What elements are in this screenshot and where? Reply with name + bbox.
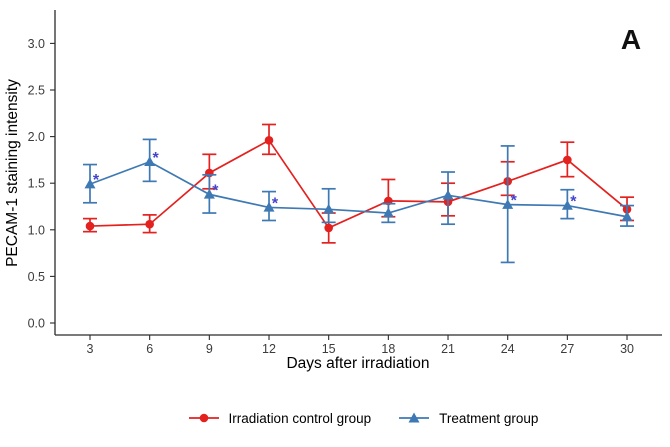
y-tick-label: 2.5 bbox=[28, 84, 45, 98]
legend-key-circle-icon bbox=[188, 413, 219, 423]
significance-star: * bbox=[93, 172, 100, 189]
y-tick-label: 1.0 bbox=[28, 223, 45, 237]
legend-label-treatment-group: Treatment group bbox=[439, 410, 539, 426]
significance-star: * bbox=[212, 182, 219, 199]
x-axis-title: Days after irradiation bbox=[286, 355, 429, 372]
data-point-triangle bbox=[203, 188, 215, 199]
data-point-circle bbox=[145, 219, 154, 229]
significance-star: * bbox=[153, 150, 160, 167]
x-tick-label: 21 bbox=[441, 342, 455, 356]
legend-item-treatment-group: Treatment group bbox=[397, 410, 538, 426]
legend: Irradiation control group Treatment grou… bbox=[55, 403, 670, 433]
x-tick-label: 3 bbox=[87, 342, 94, 356]
data-point-triangle bbox=[502, 199, 514, 209]
data-point-triangle bbox=[323, 203, 335, 214]
x-tick-label: 30 bbox=[620, 342, 634, 356]
data-point-triangle bbox=[442, 189, 454, 200]
panel-letter: A bbox=[621, 24, 641, 55]
y-tick-label: 1.5 bbox=[28, 177, 45, 191]
series-line bbox=[89, 160, 628, 218]
data-point-triangle bbox=[561, 200, 573, 210]
x-tick-label: 6 bbox=[146, 342, 153, 356]
data-point-triangle bbox=[263, 201, 275, 212]
x-tick-label: 24 bbox=[501, 342, 515, 356]
data-point-circle bbox=[85, 221, 95, 231]
data-point-triangle bbox=[621, 211, 633, 221]
legend-label-control-group: Irradiation control group bbox=[228, 410, 372, 426]
x-tick-label: 9 bbox=[206, 342, 213, 356]
data-point-circle bbox=[563, 155, 572, 165]
data-point-triangle bbox=[144, 156, 156, 166]
x-tick-label: 18 bbox=[381, 342, 395, 356]
series-line bbox=[89, 139, 628, 230]
significance-star: * bbox=[272, 195, 279, 212]
legend-item-control-group: Irradiation control group bbox=[187, 410, 372, 426]
x-tick-label: 15 bbox=[322, 342, 336, 356]
data-point-triangle bbox=[84, 178, 96, 189]
y-tick-label: 3.0 bbox=[28, 37, 45, 51]
legend-key-triangle-icon bbox=[399, 412, 430, 423]
chart-generated-layer: 0.0 0.5 1.0 1.5 2.0 2.5 3.0 3 6 9 12 15 18 21 24 27 30 * *… bbox=[28, 10, 662, 356]
data-point-circle bbox=[324, 223, 333, 233]
significance-star: * bbox=[511, 193, 518, 210]
x-tick-label: 12 bbox=[262, 342, 276, 356]
x-tick-label: 27 bbox=[560, 342, 574, 356]
y-axis-title: PECAM-1 staining intensity bbox=[4, 79, 21, 267]
y-tick-label: 2.0 bbox=[28, 130, 45, 144]
significance-star: * bbox=[570, 194, 577, 211]
data-point-circle bbox=[264, 136, 274, 145]
y-tick-label: 0.5 bbox=[28, 270, 45, 284]
data-point-triangle bbox=[382, 207, 394, 218]
y-tick-label: 0.0 bbox=[28, 317, 45, 331]
